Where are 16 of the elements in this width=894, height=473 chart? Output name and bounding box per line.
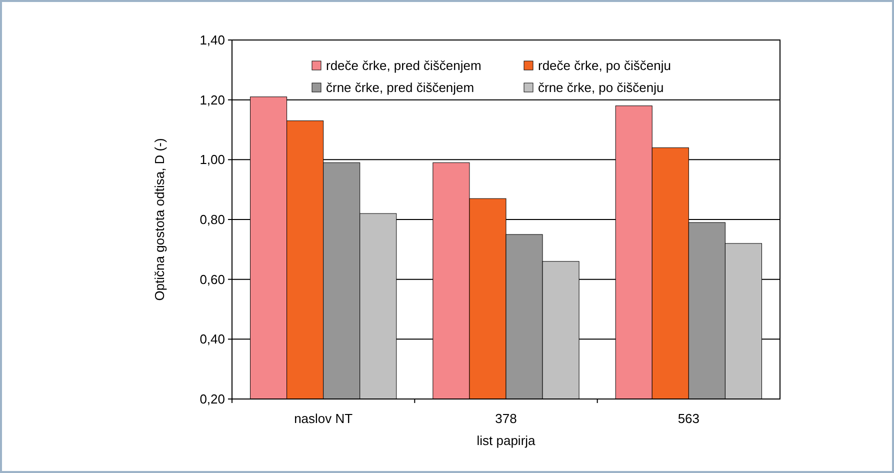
y-tick-label: 1,40 (200, 32, 225, 48)
x-tick-label: 563 (678, 411, 700, 426)
y-axis-title: Optična gostota odtisa, D (-) (152, 138, 167, 301)
x-tick-label: 378 (495, 411, 517, 426)
y-tick-label: 0,20 (200, 392, 225, 407)
legend-label: črne črke, po čiščenju (538, 80, 664, 95)
legend-label: rdeče črke, pred čiščenjem (326, 58, 482, 73)
y-tick-label: 0,40 (200, 332, 225, 347)
y-tick-label: 0,60 (200, 272, 225, 287)
y-tick-label: 0,80 (200, 212, 225, 228)
legend-label: črne črke, pred čiščenjem (326, 80, 474, 95)
x-axis-title: list papirja (476, 433, 536, 448)
y-tick-label: 1,00 (200, 152, 225, 168)
y-tick-label: 1,20 (200, 92, 225, 108)
legend-label: rdeče črke, po čiščenju (538, 58, 671, 73)
x-tick-label: naslov NT (294, 411, 353, 426)
